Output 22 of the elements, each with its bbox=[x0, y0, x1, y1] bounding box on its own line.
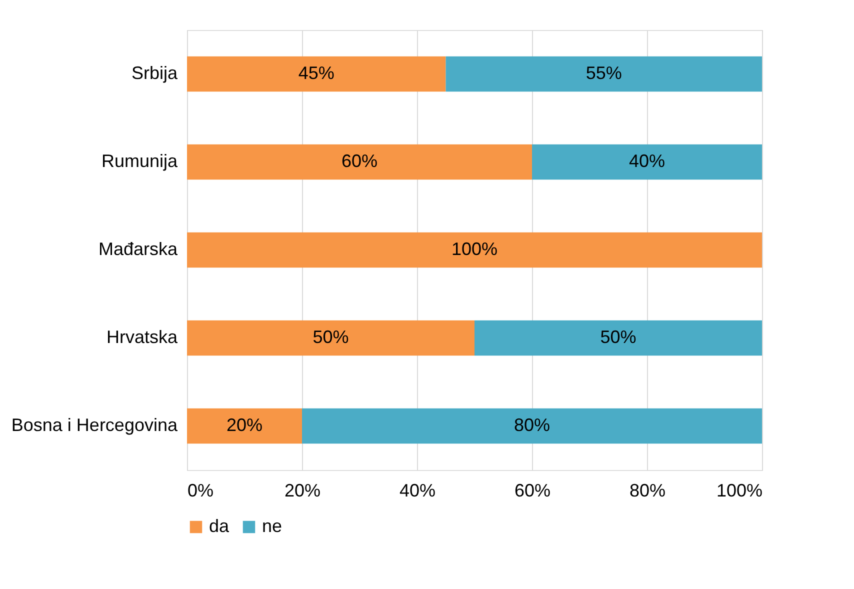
data-label: 100% bbox=[451, 239, 498, 259]
legend-label: ne bbox=[262, 516, 282, 536]
x-tick-label: 0% bbox=[188, 480, 214, 500]
legend-label: da bbox=[209, 516, 230, 536]
y-tick-label: Rumunija bbox=[101, 151, 178, 171]
x-tick-label: 20% bbox=[284, 480, 321, 500]
data-label: 40% bbox=[628, 151, 666, 171]
y-tick-label: Bosna i Hercegovina bbox=[11, 415, 178, 435]
data-label: 50% bbox=[312, 327, 349, 347]
x-tick-label: 100% bbox=[716, 480, 762, 500]
data-label: 60% bbox=[341, 151, 378, 171]
data-label: 50% bbox=[600, 327, 636, 347]
x-tick-label: 40% bbox=[399, 480, 436, 500]
data-label: 80% bbox=[514, 415, 550, 435]
y-tick-label: Mađarska bbox=[98, 239, 178, 259]
x-tick-label: 80% bbox=[629, 480, 666, 500]
data-label: 55% bbox=[586, 63, 622, 83]
data-label: 45% bbox=[298, 63, 334, 83]
data-label: 20% bbox=[226, 415, 263, 435]
x-tick-label: 60% bbox=[514, 480, 551, 500]
y-tick-label: Hrvatska bbox=[106, 327, 178, 347]
y-tick-label: Srbija bbox=[131, 63, 178, 83]
